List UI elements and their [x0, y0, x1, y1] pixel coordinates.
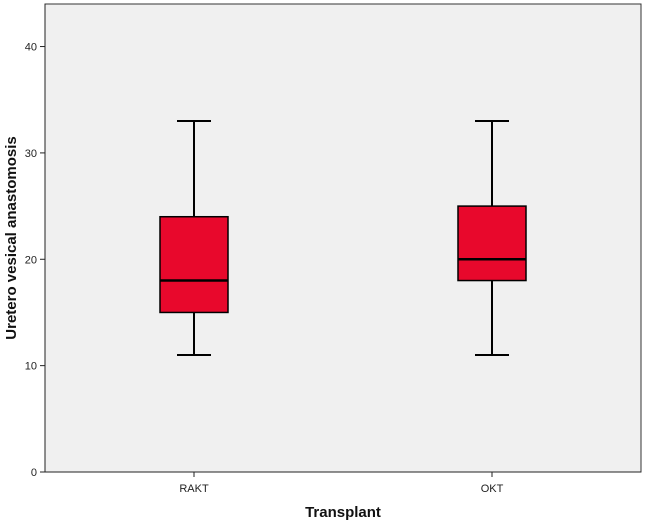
y-tick-label: 10	[25, 361, 37, 373]
x-tick-label: RAKT	[179, 483, 209, 495]
plot-area	[44, 3, 642, 473]
y-tick-label: 40	[25, 42, 37, 54]
x-axis: RAKT OKT	[45, 471, 641, 495]
iqr-box	[159, 215, 229, 314]
box-series	[159, 120, 527, 356]
y-tick-label: 30	[25, 148, 37, 160]
y-tick-label: 20	[25, 254, 37, 266]
x-tick-label: OKT	[481, 483, 504, 495]
iqr-box	[457, 205, 527, 282]
box-rakt	[159, 120, 229, 356]
y-axis-title: Uretero vesical anastomosis	[3, 136, 20, 339]
y-tick-label: 0	[31, 467, 37, 479]
x-axis-title: Transplant	[305, 504, 381, 521]
box-okt	[457, 120, 527, 356]
y-axis: 0 10 20 30 40	[25, 4, 46, 479]
